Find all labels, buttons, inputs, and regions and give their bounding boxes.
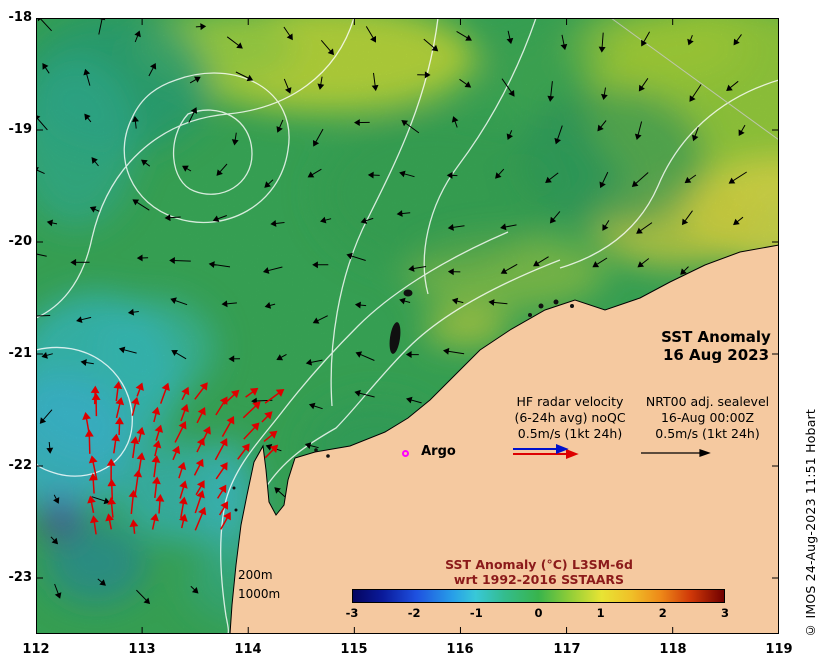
depth-label-1000m: 1000m [238,587,281,601]
title-line2: 16 Aug 2023 [662,346,770,364]
depth-label-200m: 200m [238,568,273,582]
y-tick-label: -19 [8,122,33,137]
hf-legend-line1: HF radar velocity [516,394,624,409]
hf-legend-line2: (6-24h avg) noQC [514,410,626,425]
nrt-legend-arrow-icon [641,448,711,458]
sealevel-current-vectors [36,18,747,605]
map-canvas [36,18,779,634]
x-tick-label: 117 [553,642,581,657]
x-tick-label: 115 [340,642,368,657]
hf-radar-legend: HF radar velocity (6-24h avg) noQC 0.5m/… [500,394,640,442]
colorbar-tick: -3 [345,606,359,620]
data-boundary-line [610,18,779,141]
nrt-legend-line1: NRT00 adj. sealevel [645,394,770,409]
colorbar-title-line2: wrt 1992-2016 SSTAARS [453,572,625,587]
colorbar-tick-labels: -3 -2 -1 0 1 2 3 [346,606,729,620]
argo-label: Argo [421,444,456,459]
colorbar-tick: 2 [658,606,667,620]
y-tick-label: -22 [8,458,33,473]
x-tick-label: 114 [234,642,262,657]
hf-legend-arrow-icon [513,444,579,459]
colorbar-tick: 1 [596,606,605,620]
x-tick-label: 119 [765,642,793,657]
copyright-credit: © IMOS 24-Aug-2023 11:51 Hobart [803,409,818,638]
y-tick-label: -20 [8,234,33,249]
islands [232,289,574,512]
title-line1: SST Anomaly [661,328,771,346]
y-tick-label: -21 [8,346,33,361]
colorbar-tick: -2 [407,606,421,620]
colorbar-tick: 0 [534,606,543,620]
y-tick-label: -23 [8,570,33,585]
hf-legend-line3: 0.5m/s (1kt 24h) [517,426,623,441]
land-mass [229,244,779,634]
nrt-legend-line2: 16-Aug 00:00Z [660,410,755,425]
colorbar-tick: 3 [720,606,730,620]
x-tick-label: 116 [446,642,474,657]
colorbar [352,589,725,603]
colorbar-tick: -1 [469,606,483,620]
colorbar-title-line1: SST Anomaly (°C) L3SM-6d [445,557,633,572]
y-tick-label: -18 [8,10,33,25]
argo-marker-icon [402,450,409,457]
x-tick-label: 112 [22,642,50,657]
hf-radar-vectors [82,381,285,535]
map-title: SST Anomaly 16 Aug 2023 [652,328,780,364]
colorbar-title: SST Anomaly (°C) L3SM-6d wrt 1992-2016 S… [389,557,689,587]
nrt-sealevel-legend: NRT00 adj. sealevel 16-Aug 00:00Z 0.5m/s… [635,394,780,442]
nrt-legend-line3: 0.5m/s (1kt 24h) [655,426,760,441]
x-tick-label: 113 [128,642,156,657]
plot-frame [36,18,779,634]
x-tick-label: 118 [659,642,687,657]
argo-annotation: Argo [402,442,456,461]
